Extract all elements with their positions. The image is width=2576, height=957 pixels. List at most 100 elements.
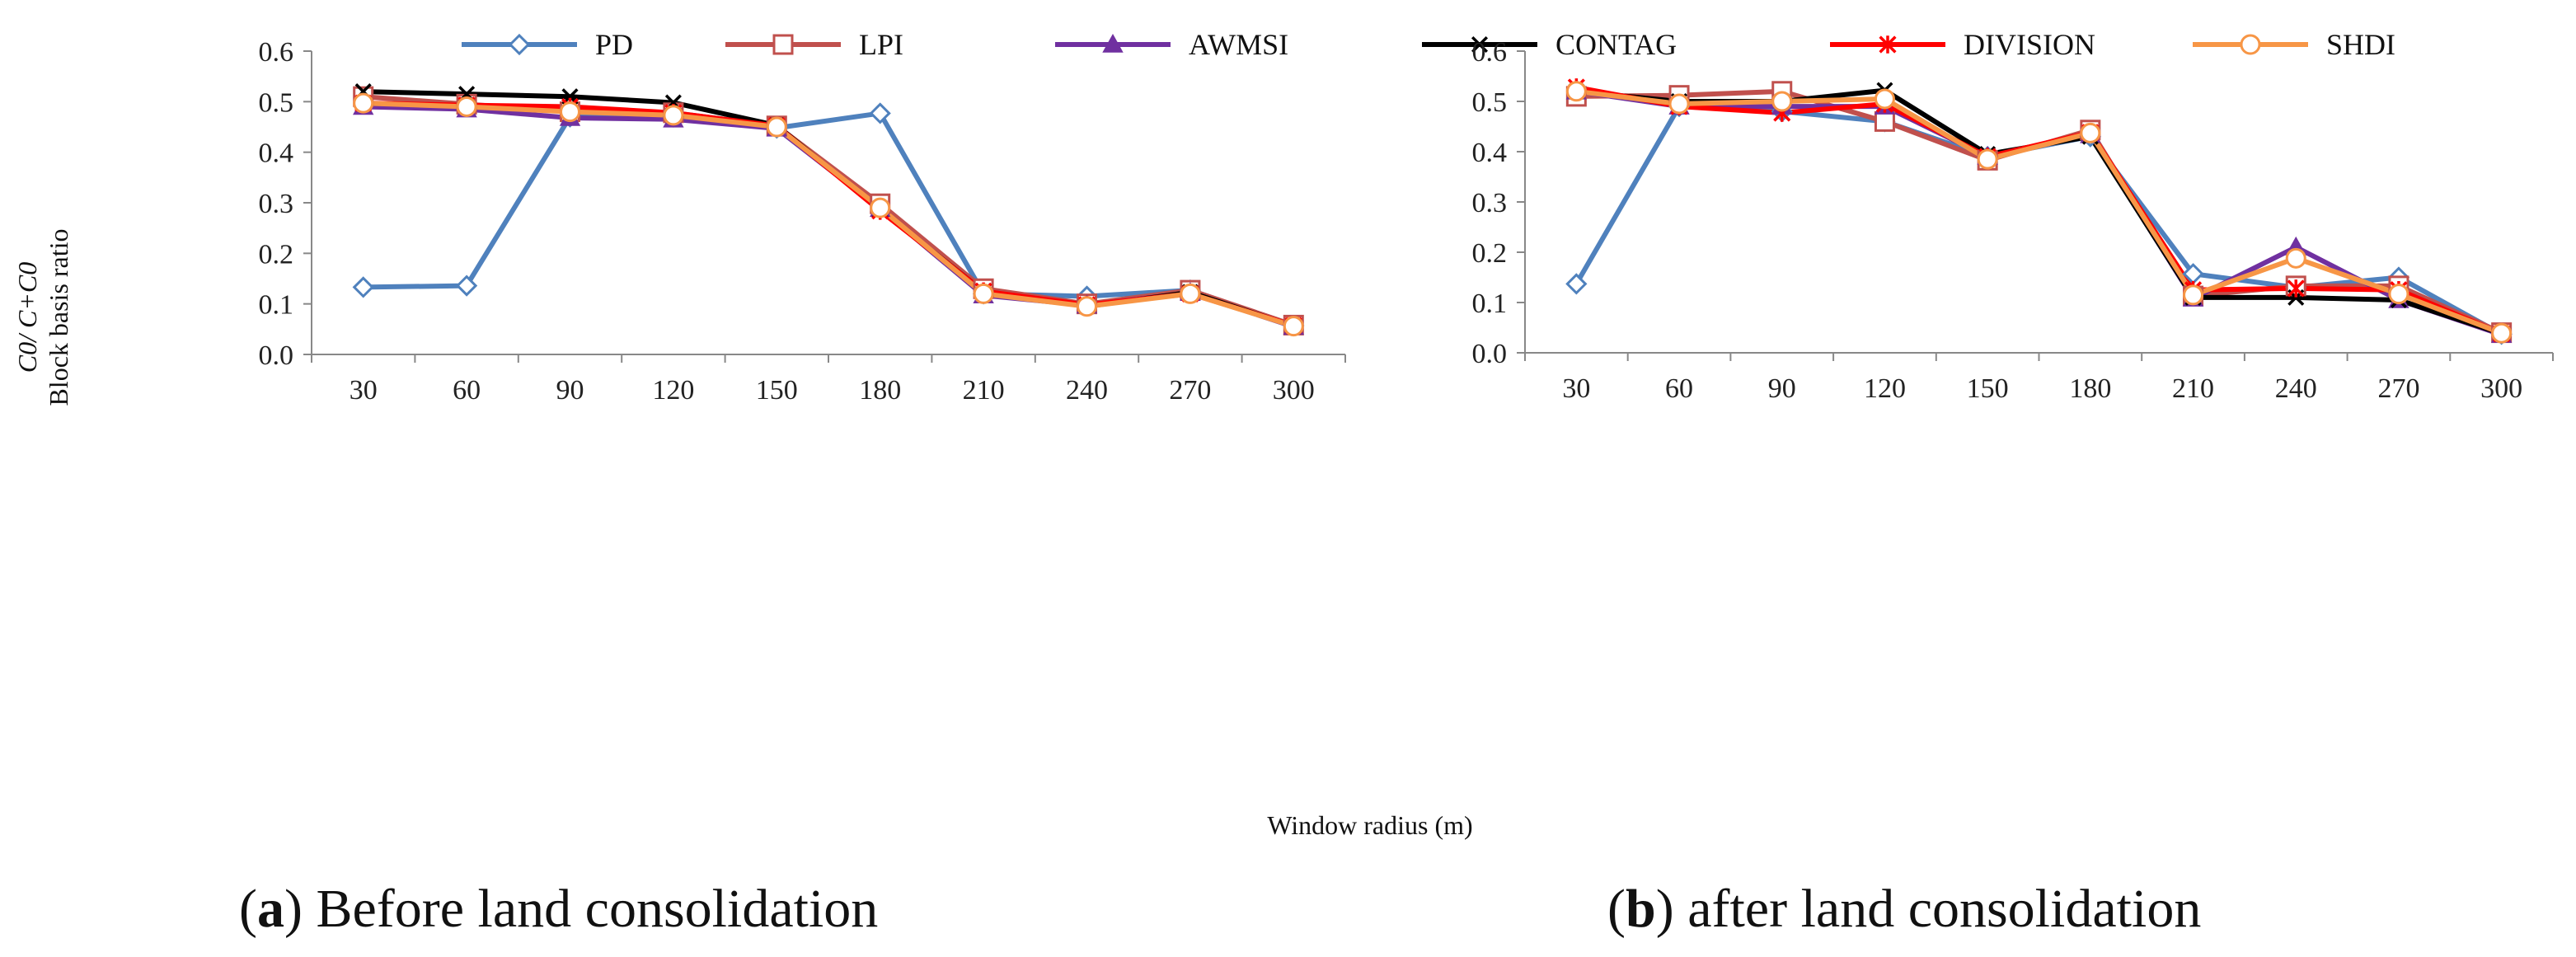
chart-a-x-tick-label: 300 [1273, 375, 1315, 406]
chart-b-series-line-contag [1576, 87, 2503, 336]
chart-b-y-tick-label: 0.4 [1472, 138, 1508, 168]
chart-b-x-tick-label: 240 [2275, 373, 2317, 404]
legend-marker-contag [1471, 35, 1489, 54]
chart-a-point-pd [352, 276, 374, 298]
chart-a-point-shdi [973, 283, 994, 304]
chart-a-x-tick-label: 270 [1169, 375, 1211, 406]
chart-b-y-tick-label: 0.0 [1472, 339, 1508, 369]
chart-b-x-tick-label: 150 [1967, 373, 2009, 404]
chart-b-y-tick-label: 0.3 [1472, 188, 1508, 218]
chart-b-series-line-shdi [1575, 88, 2503, 336]
chart-a-series-line-shdi [363, 101, 1295, 329]
chart-a-y-tick-label: 0.1 [259, 290, 294, 321]
caption-b-letter: b [1626, 879, 1656, 939]
chart-a-x-tick-label: 150 [756, 375, 798, 406]
chart-a-before: 0.0 0.1 0.2 0.3 0.4 0.5 0.6 30 60 90 120 150 180 210 2… [259, 37, 1346, 406]
chart-a-point-pd [869, 102, 891, 124]
legend: PD LPI AWMSI CONTAG DIVISION SHDI [462, 28, 2395, 61]
chart-a-x-tick-label: 210 [963, 375, 1005, 406]
chart-a-series-line-pd [363, 110, 1295, 328]
chart-b-x-tick-label: 90 [1768, 373, 1796, 404]
legend-item-pd: PD [462, 28, 633, 61]
chart-a-point-shdi [353, 92, 374, 114]
chart-a-x-tick-label: 60 [453, 375, 481, 406]
chart-b-x-tick-label: 210 [2172, 373, 2214, 404]
chart-b-point-shdi [1874, 88, 1895, 110]
chart-b-x-tick-label: 120 [1864, 373, 1906, 404]
chart-a-y-tick-label: 0.0 [259, 340, 294, 371]
chart-a-point-shdi [663, 105, 684, 126]
chart-b-point-lpi [1874, 110, 1895, 132]
chart-a-point-shdi [560, 101, 580, 123]
caption-b-text: after land consolidation [1687, 879, 2201, 939]
chart-b-x-tick-label: 270 [2377, 373, 2419, 404]
legend-label-contag: CONTAG [1555, 28, 1677, 61]
chart-b-after: 0.0 0.1 0.2 0.3 0.4 0.5 0.6 30 60 90 120 150 180 210 2… [1472, 37, 2554, 404]
chart-b-y-tick-label: 0.1 [1472, 289, 1508, 319]
chart-b-point-shdi [2388, 284, 2409, 305]
chart-a-point-shdi [1283, 316, 1304, 337]
chart-b-x-tick-label: 180 [2069, 373, 2111, 404]
y-axis-title-line1: C0/ C+C0 [12, 262, 42, 373]
chart-a-point-shdi [456, 96, 477, 117]
legend-item-contag: CONTAG [1422, 28, 1677, 61]
legend-label-lpi: LPI [859, 28, 903, 61]
chart-b-series-group [1565, 78, 2513, 345]
chart-b-series-line-lpi [1576, 88, 2503, 335]
chart-b-point-shdi [1668, 93, 1690, 115]
chart-a-x-tick-label: 120 [652, 375, 694, 406]
chart-b-x-tick-label: 60 [1665, 373, 1693, 404]
legend-marker-lpi [772, 34, 794, 55]
legend-marker-division [1879, 35, 1897, 54]
legend-label-shdi: SHDI [2326, 28, 2395, 61]
legend-item-division: DIVISION [1830, 28, 2095, 61]
chart-a-y-tick-label: 0.6 [259, 37, 294, 68]
caption-a-letter: a [257, 879, 284, 939]
x-axis-title: Window radius (m) [1267, 810, 1472, 840]
chart-a-point-shdi [1077, 296, 1097, 317]
chart-b-point-shdi [2285, 247, 2306, 269]
chart-b-point-shdi [2183, 284, 2204, 306]
chart-a-y-tick-label: 0.5 [259, 87, 294, 118]
y-axis-title: C0/ C+C0 Block basis ratio [12, 228, 73, 406]
legend-marker-shdi [2240, 34, 2261, 55]
chart-b-point-division [2287, 279, 2305, 298]
chart-a-axes: 0.0 0.1 0.2 0.3 0.4 0.5 0.6 30 60 90 120 150 180 210 2… [259, 37, 1346, 406]
legend-label-division: DIVISION [1964, 28, 2095, 61]
chart-a-y-tick-label: 0.2 [259, 239, 294, 270]
chart-b-point-shdi [1771, 91, 1793, 112]
chart-b-point-shdi [1977, 148, 1998, 170]
legend-label-pd: PD [595, 28, 633, 61]
chart-b-point-shdi [2080, 122, 2101, 143]
legend-marker-pd [508, 33, 531, 56]
caption-a-text: Before land consolidation [316, 879, 878, 939]
legend-item-shdi: SHDI [2193, 28, 2395, 61]
chart-a-x-tick-label: 30 [350, 375, 378, 406]
legend-item-awmsi: AWMSI [1055, 28, 1288, 61]
chart-b-x-tick-label: 30 [1562, 373, 1590, 404]
caption-a: (a) Before land consolidation [239, 879, 878, 939]
chart-a-x-tick-label: 240 [1066, 375, 1108, 406]
legend-item-lpi: LPI [725, 28, 903, 61]
chart-a-y-tick-label: 0.4 [259, 138, 294, 169]
chart-a-point-shdi [766, 116, 787, 138]
chart-b-point-shdi [2491, 322, 2513, 344]
chart-b-point-pd [1565, 273, 1588, 295]
caption-b: (b) after land consolidation [1607, 879, 2201, 939]
chart-a-point-shdi [1180, 283, 1201, 304]
chart-b-point-shdi [1565, 81, 1587, 102]
chart-a-x-tick-label: 180 [859, 375, 901, 406]
chart-a-point-shdi [870, 197, 891, 218]
chart-b-x-tick-label: 300 [2480, 373, 2522, 404]
chart-b-y-tick-label: 0.5 [1472, 87, 1508, 118]
legend-label-awmsi: AWMSI [1189, 28, 1288, 61]
chart-a-x-tick-label: 90 [556, 375, 584, 406]
chart-a-y-tick-label: 0.3 [259, 189, 294, 219]
chart-b-y-tick-label: 0.6 [1472, 37, 1508, 68]
chart-b-y-tick-label: 0.2 [1472, 238, 1508, 269]
legend-marker-awmsi [1102, 33, 1124, 53]
chart-a-point-pd [455, 274, 478, 297]
y-axis-title-line2: Block basis ratio [44, 228, 73, 406]
chart-b-axes: 0.0 0.1 0.2 0.3 0.4 0.5 0.6 30 60 90 120 150 180 210 2… [1472, 37, 2554, 404]
